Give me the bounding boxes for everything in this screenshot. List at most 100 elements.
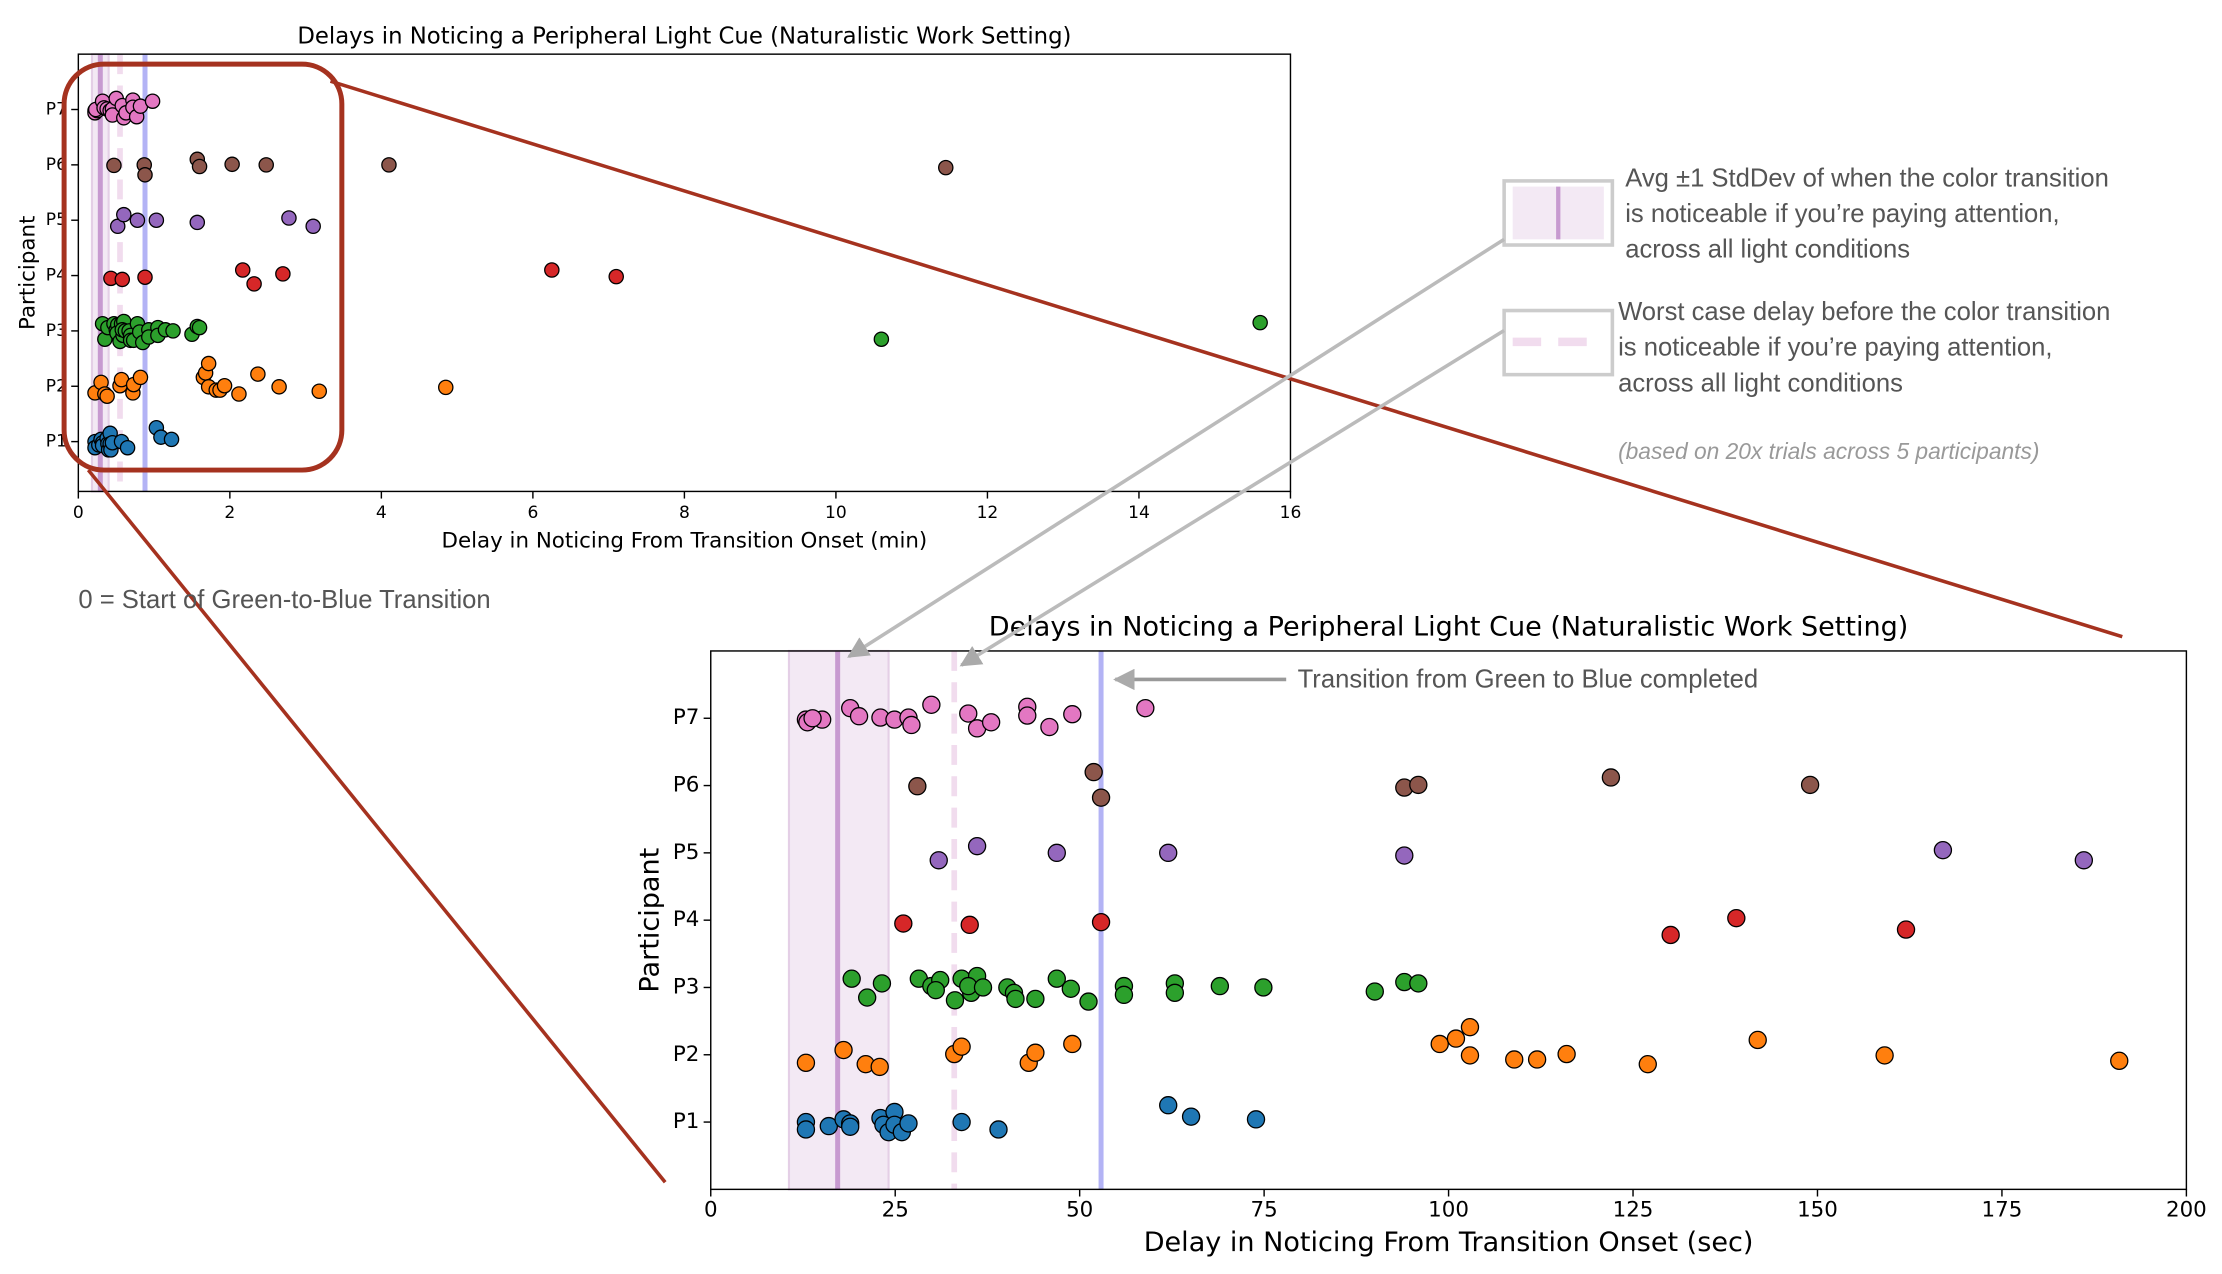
data-point [1040, 717, 1059, 737]
data-point [116, 206, 132, 223]
data-point [1430, 1034, 1449, 1054]
data-point [216, 377, 233, 394]
legend-text: Avg ±1 StdDev of when the color transiti… [1625, 164, 2109, 192]
data-point [438, 379, 454, 396]
data-point [857, 988, 877, 1007]
data-point [137, 167, 153, 183]
data-point [544, 262, 560, 278]
data-point [1409, 775, 1428, 795]
legend-arrow [959, 328, 1506, 667]
chart: Delays in Noticing a Peripheral Light Cu… [15, 24, 1301, 554]
data-point [908, 777, 927, 796]
y-tick-label: P6 [673, 773, 699, 798]
data-point [849, 707, 869, 726]
data-point [1079, 992, 1098, 1011]
data-point [1557, 1044, 1576, 1064]
data-point [902, 715, 921, 735]
data-point [1446, 1029, 1466, 1048]
x-tick-label: 75 [1251, 1198, 1278, 1223]
data-point [1638, 1054, 1657, 1074]
data-point [1254, 978, 1273, 997]
data-point [250, 366, 266, 382]
data-point [1210, 976, 1230, 996]
x-tick-label: 50 [1066, 1198, 1093, 1223]
data-point [1114, 985, 1134, 1005]
data-point [231, 386, 247, 402]
x-tick-label: 175 [1982, 1198, 2023, 1223]
data-point [938, 159, 954, 176]
data-point [922, 695, 941, 714]
y-tick-label: P1 [673, 1109, 699, 1134]
data-point [1091, 788, 1111, 807]
legend-text: is noticeable if you’re paying attention… [1625, 200, 2059, 228]
data-point [305, 218, 321, 235]
plot-frame [710, 650, 2188, 1191]
data-point [119, 439, 136, 456]
x-tick-label: 2 [224, 503, 235, 523]
data-point [952, 1112, 971, 1132]
data-point [1505, 1050, 1524, 1069]
y-axis-label: Participant [634, 848, 665, 993]
y-tick-label: P2 [673, 1042, 699, 1067]
data-point [834, 1040, 853, 1060]
data-point [311, 383, 328, 400]
data-point [1181, 1107, 1201, 1126]
data-point [608, 268, 624, 285]
data-point [1896, 920, 1916, 939]
data-point [258, 157, 274, 173]
data-point [129, 212, 146, 228]
zoom-frame [61, 61, 345, 473]
data-point [137, 269, 153, 285]
data-point [1063, 1034, 1082, 1054]
x-tick-label: 0 [704, 1198, 718, 1223]
data-point [381, 157, 397, 173]
zoom-connector [86, 468, 667, 1184]
data-point [189, 214, 206, 231]
data-point [841, 1117, 860, 1136]
data-point [1246, 1110, 1266, 1129]
charts: Delays in Noticing a Peripheral Light Cu… [15, 24, 2206, 1258]
y-tick-label: P3 [673, 974, 699, 999]
data-point [1159, 843, 1178, 863]
data-point [967, 836, 987, 856]
data-point [1026, 1043, 1045, 1062]
x-tick-label: 200 [2166, 1198, 2207, 1223]
data-point [275, 266, 291, 282]
onset-note: 0 = Start of Green-to-Blue Transition [78, 586, 490, 614]
data-point [960, 915, 979, 935]
data-point [842, 969, 861, 988]
legend-text: Worst case delay before the color transi… [1618, 298, 2110, 326]
data-point [1159, 1096, 1178, 1115]
data-point [1527, 1050, 1547, 1069]
x-tick-label: 16 [1280, 503, 1302, 523]
data-point [271, 379, 287, 395]
data-point [1006, 989, 1025, 1009]
data-point [114, 271, 131, 288]
data-point [148, 212, 165, 228]
source-note: (based on 20x trials across 5 participan… [1618, 438, 2039, 464]
data-point [1047, 843, 1066, 863]
data-point [1460, 1046, 1480, 1065]
data-point [899, 1114, 918, 1133]
data-point [1047, 969, 1066, 988]
data-point [99, 388, 115, 404]
data-point [132, 369, 149, 386]
x-tick-label: 125 [1613, 1198, 1654, 1223]
y-tick-label: P4 [673, 907, 699, 932]
data-point [873, 331, 890, 347]
x-axis-label: Delay in Noticing From Transition Onset … [1144, 1227, 1754, 1258]
data-point [1601, 768, 1621, 787]
data-point [234, 262, 251, 278]
data-point [796, 1120, 816, 1139]
data-point [191, 158, 208, 175]
data-point [106, 157, 122, 174]
data-point [1875, 1046, 1894, 1065]
data-point [281, 210, 297, 226]
data-point [926, 980, 945, 1000]
completed-note: Transition from Green to Blue completed [1298, 666, 1759, 694]
data-point [1933, 840, 1953, 860]
data-point [959, 704, 978, 723]
y-axis-label: Participant [15, 216, 40, 330]
x-tick-label: 14 [1128, 503, 1150, 523]
